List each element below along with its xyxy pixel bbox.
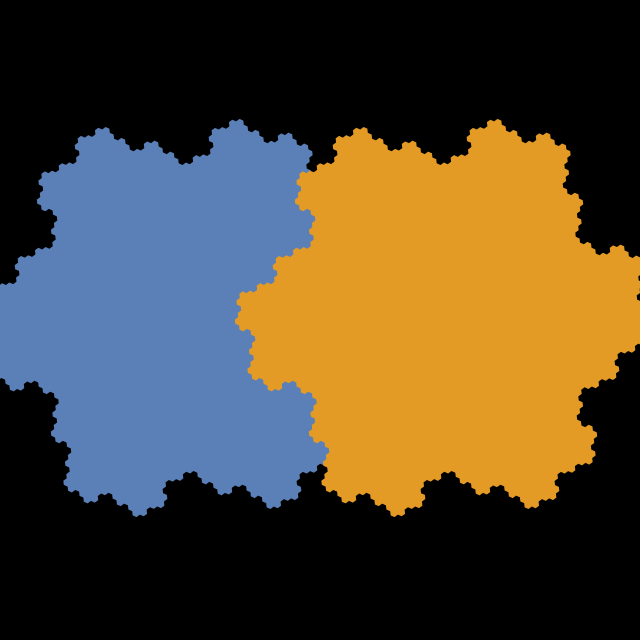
blue-fractal-island (0, 118, 400, 518)
orange-fractal-island (234, 118, 640, 518)
